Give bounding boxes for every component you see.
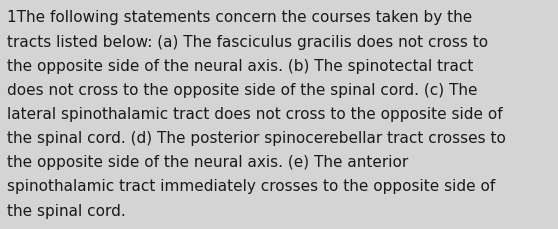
Text: does not cross to the opposite side of the spinal cord. (c) The: does not cross to the opposite side of t… <box>7 82 477 97</box>
Text: spinothalamic tract immediately crosses to the opposite side of: spinothalamic tract immediately crosses … <box>7 179 495 194</box>
Text: lateral spinothalamic tract does not cross to the opposite side of: lateral spinothalamic tract does not cro… <box>7 106 502 121</box>
Text: the opposite side of the neural axis. (e) The anterior: the opposite side of the neural axis. (e… <box>7 155 408 169</box>
Text: the spinal cord. (d) The posterior spinocerebellar tract crosses to: the spinal cord. (d) The posterior spino… <box>7 131 506 145</box>
Text: the spinal cord.: the spinal cord. <box>7 203 126 218</box>
Text: 1The following statements concern the courses taken by the: 1The following statements concern the co… <box>7 10 472 25</box>
Text: tracts listed below: (a) The fasciculus gracilis does not cross to: tracts listed below: (a) The fasciculus … <box>7 34 488 49</box>
Text: the opposite side of the neural axis. (b) The spinotectal tract: the opposite side of the neural axis. (b… <box>7 58 473 73</box>
